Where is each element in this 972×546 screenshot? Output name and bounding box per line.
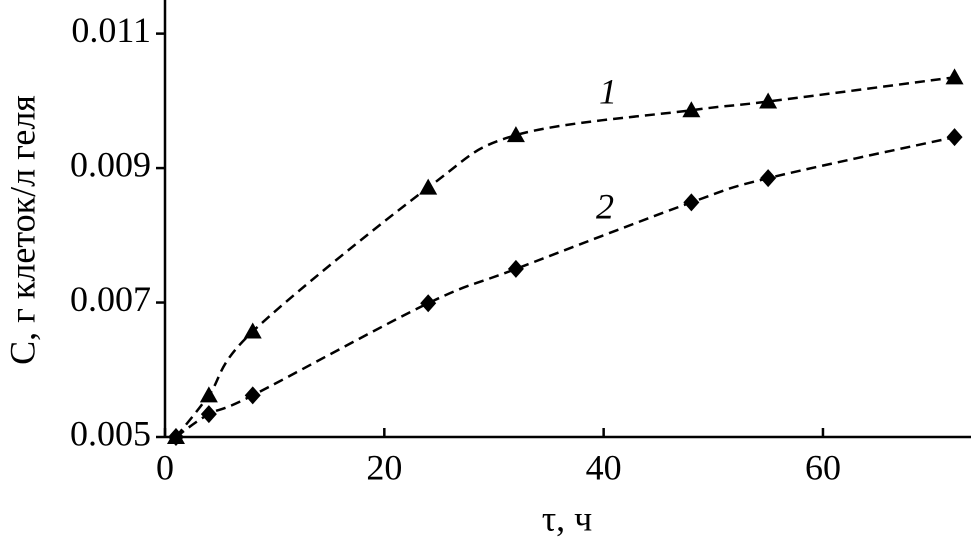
series-label: 2 [596, 186, 614, 226]
diamond-marker [200, 405, 217, 424]
triangle-marker [243, 322, 262, 339]
fit-curve [174, 76, 955, 438]
x-tick-label: 40 [586, 447, 622, 487]
y-axis-label: C, г клеток/л геля [2, 95, 42, 365]
y-tick-label: 0.009 [70, 144, 151, 184]
triangle-marker [419, 178, 438, 195]
diamond-marker [760, 169, 777, 188]
y-tick-label: 0.011 [71, 10, 151, 50]
diamond-marker [244, 386, 261, 405]
fit-curve [175, 135, 955, 439]
triangle-marker [759, 92, 778, 109]
triangle-marker [945, 68, 964, 85]
diamond-marker [683, 193, 700, 212]
y-tick-label: 0.007 [70, 279, 151, 319]
y-tick-label: 0.005 [70, 413, 151, 453]
triangle-marker [682, 101, 701, 118]
triangle-marker [199, 386, 218, 403]
diamond-marker [167, 428, 184, 446]
diamond-marker [946, 128, 963, 147]
x-axis-label: τ, ч [542, 498, 593, 538]
x-tick-label: 60 [805, 447, 841, 487]
diamond-marker [507, 259, 524, 278]
series-label: 1 [599, 71, 617, 111]
x-tick-label: 20 [366, 447, 402, 487]
triangle-marker [506, 126, 525, 143]
diamond-marker [420, 294, 437, 313]
x-tick-label: 0 [156, 447, 174, 487]
